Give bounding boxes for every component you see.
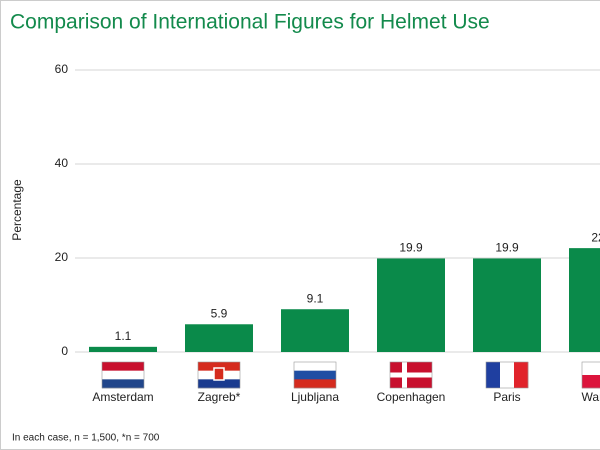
y-tick-label: 0 [61,344,68,358]
value-label: 9.1 [307,291,324,305]
flag [102,362,144,371]
flag [102,379,144,389]
flag [582,375,600,389]
bar [89,346,157,352]
x-tick-label: Amsterdam [92,390,153,404]
flag [390,372,432,378]
bar [569,248,600,352]
bar [473,258,541,352]
x-tick-label: Zagreb* [198,390,241,404]
bar [185,324,253,352]
flag-outline [197,361,241,389]
chart-title: Comparison of International Figures for … [10,11,490,34]
y-tick-label: 60 [55,62,69,76]
x-tick-label: Warsaw [582,390,600,404]
flag [500,362,515,388]
value-label: 1.1 [115,329,132,343]
x-tick-label: Paris [493,390,520,404]
y-axis-label: Percentage [10,179,24,241]
flag [213,367,225,381]
flag-outline [101,361,145,389]
flag-outline [485,361,529,389]
flag [198,379,240,389]
flag [198,362,240,371]
x-tick-label: Ljubljana [291,390,339,404]
y-tick-label: 40 [55,156,69,170]
flag [102,370,144,380]
value-label: 5.9 [211,306,228,320]
flag [582,362,600,376]
y-tick-label: 20 [55,250,69,264]
flag-outline [389,361,433,389]
flag-outline [581,361,600,389]
flag [294,370,336,380]
flag-outline [293,361,337,389]
flag [294,362,336,371]
bar [377,258,445,352]
flag [486,362,501,388]
flag [514,362,529,388]
x-tick-label: Copenhagen [377,390,446,404]
value-label: 19.9 [399,241,423,255]
flag [294,379,336,389]
value-label: 19.9 [495,241,519,255]
footnote: In each case, n = 1,500, *n = 700 [12,433,160,444]
bar [281,309,349,352]
value-label: 22.1 [591,230,600,244]
